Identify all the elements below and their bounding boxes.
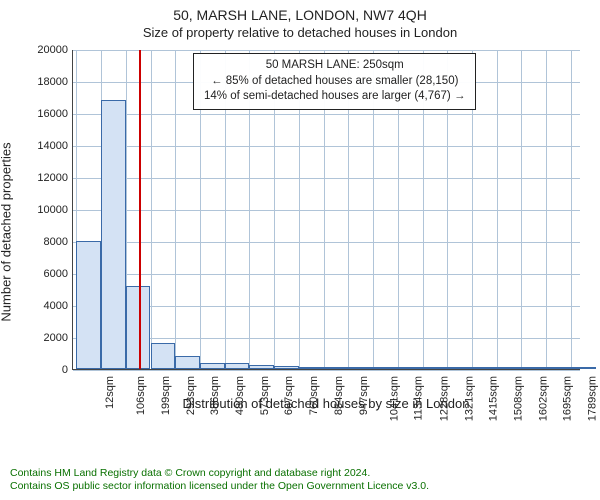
x-tick-label: 760sqm <box>308 376 320 415</box>
y-tick-label: 14000 <box>20 140 68 152</box>
x-tick-label: 1789sqm <box>587 376 599 421</box>
histogram-bar <box>274 366 299 369</box>
x-tick-label: 12sqm <box>104 376 116 409</box>
x-tick-label: 1695sqm <box>562 376 574 421</box>
y-tick-label: 2000 <box>20 332 68 344</box>
legend-line: 50 MARSH LANE: 250sqm <box>204 58 465 74</box>
grid-line-h <box>73 242 580 243</box>
x-tick-label: 293sqm <box>185 376 197 415</box>
chart-area: Number of detached properties 50 MARSH L… <box>0 42 600 422</box>
x-axis-label: Distribution of detached houses by size … <box>72 396 580 411</box>
grid-line-v <box>521 50 522 369</box>
y-tick-label: 4000 <box>20 300 68 312</box>
grid-line-v <box>571 50 572 369</box>
grid-line-v <box>175 50 176 369</box>
histogram-bar <box>200 363 225 369</box>
legend-line: 14% of semi-detached houses are larger (… <box>204 89 465 105</box>
grid-line-h <box>73 370 580 371</box>
x-tick-label: 1134sqm <box>412 376 424 420</box>
legend-line: ← 85% of detached houses are smaller (28… <box>204 74 465 90</box>
x-tick-label: 1041sqm <box>389 376 401 421</box>
chart-subtitle: Size of property relative to detached ho… <box>0 25 600 42</box>
grid-line-h <box>73 114 580 115</box>
grid-line-h <box>73 146 580 147</box>
chart-title: 50, MARSH LANE, LONDON, NW7 4QH <box>0 6 600 24</box>
y-tick-label: 20000 <box>20 44 68 56</box>
y-axis-label: Number of detached properties <box>0 142 14 321</box>
y-tick-label: 12000 <box>20 172 68 184</box>
y-tick-label: 10000 <box>20 204 68 216</box>
x-tick-label: 1228sqm <box>438 376 450 421</box>
histogram-bar <box>175 356 200 369</box>
histogram-bar <box>126 286 151 369</box>
x-tick-label: 667sqm <box>284 376 296 415</box>
x-tick-label: 106sqm <box>135 376 147 415</box>
grid-line-v <box>151 50 152 369</box>
histogram-bar <box>373 367 398 369</box>
grid-line-h <box>73 178 580 179</box>
histogram-bar <box>398 367 423 369</box>
y-tick-label: 8000 <box>20 236 68 248</box>
histogram-bar <box>348 367 373 369</box>
grid-line-h <box>73 50 580 51</box>
grid-line-v <box>497 50 498 369</box>
x-tick-label: 1321sqm <box>463 376 475 421</box>
x-tick-label: 386sqm <box>209 376 221 415</box>
histogram-bar <box>472 367 497 369</box>
credits: Contains HM Land Registry data © Crown c… <box>10 467 590 494</box>
x-tick-label: 854sqm <box>333 376 345 415</box>
histogram-bar <box>447 367 472 369</box>
credit-line-1: Contains HM Land Registry data © Crown c… <box>10 467 590 481</box>
histogram-bar <box>423 367 448 369</box>
legend-box: 50 MARSH LANE: 250sqm← 85% of detached h… <box>193 53 476 110</box>
histogram-bar <box>324 367 349 369</box>
histogram-bar <box>571 367 596 369</box>
y-tick-label: 18000 <box>20 76 68 88</box>
histogram-bar <box>76 241 101 369</box>
x-tick-label: 480sqm <box>234 376 246 415</box>
histogram-bar <box>546 367 571 369</box>
histogram-bar <box>151 343 176 369</box>
histogram-bar <box>249 365 274 369</box>
histogram-bar <box>497 367 522 369</box>
histogram-bar <box>225 363 250 369</box>
y-tick-label: 16000 <box>20 108 68 120</box>
y-tick-label: 6000 <box>20 268 68 280</box>
x-tick-label: 947sqm <box>358 376 370 415</box>
grid-line-h <box>73 274 580 275</box>
x-tick-label: 199sqm <box>160 376 172 415</box>
y-tick-label: 0 <box>20 364 68 376</box>
chart-titles: 50, MARSH LANE, LONDON, NW7 4QH Size of … <box>0 0 600 42</box>
histogram-bar <box>299 367 324 369</box>
x-tick-label: 1602sqm <box>537 376 549 421</box>
highlight-line <box>139 50 141 369</box>
x-tick-label: 1508sqm <box>512 376 524 421</box>
histogram-bar <box>521 367 546 369</box>
histogram-bar <box>101 100 126 369</box>
x-tick-label: 573sqm <box>259 376 271 415</box>
credit-line-2: Contains OS public sector information li… <box>10 480 590 494</box>
grid-line-h <box>73 210 580 211</box>
plot-region: 50 MARSH LANE: 250sqm← 85% of detached h… <box>72 50 580 370</box>
grid-line-v <box>546 50 547 369</box>
x-tick-label: 1415sqm <box>488 376 500 421</box>
